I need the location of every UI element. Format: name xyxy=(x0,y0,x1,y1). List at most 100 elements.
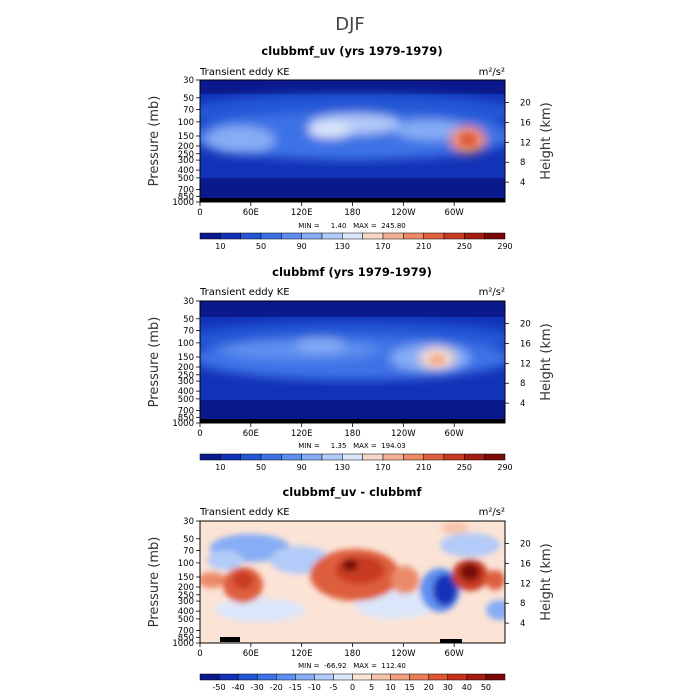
colorbar-label: 210 xyxy=(416,463,431,472)
y-tick-label: 700 xyxy=(178,186,194,196)
colorbar-swatch xyxy=(362,453,384,461)
colorbar-label: 10 xyxy=(215,463,225,472)
y-tick-label: 1000 xyxy=(172,639,194,649)
colorbar-label: 40 xyxy=(462,683,472,692)
colorbar-label: 50 xyxy=(481,683,491,692)
colorbar-label: 130 xyxy=(335,463,350,472)
y-tick-label: 50 xyxy=(183,315,194,325)
height-tick-label: 8 xyxy=(520,599,525,609)
colorbar-label: 290 xyxy=(497,242,512,251)
height-tick-label: 12 xyxy=(520,359,531,369)
colorbar-swatch xyxy=(390,673,410,681)
colorbar-swatch xyxy=(260,232,282,240)
y-tick-label: 500 xyxy=(178,395,194,405)
x-tick-label: 180 xyxy=(344,208,360,218)
colorbar-swatch xyxy=(485,673,506,681)
colorbar-swatch xyxy=(240,453,262,461)
y-tick-label: 150 xyxy=(178,132,194,142)
y-tick-label: 30 xyxy=(183,297,194,307)
height-tick-label: 4 xyxy=(520,178,525,188)
colorbar-label: -50 xyxy=(213,683,226,692)
y-tick-label: 30 xyxy=(183,517,194,527)
y-axis-label-right: Height (km) xyxy=(539,102,554,179)
colorbar-swatch xyxy=(237,673,258,681)
colorbar-swatch xyxy=(321,232,343,240)
x-tick-label: 0 xyxy=(197,429,202,439)
colorbar-label: 30 xyxy=(443,683,453,692)
panel-units: m²/s² xyxy=(479,287,505,298)
panel-clubbmf: clubbmf (yrs 1979-1979) Transient eddy K… xyxy=(147,265,554,472)
colorbar: 10 50 90 130 170 210 250 290 xyxy=(199,232,513,251)
y-tick-label: 700 xyxy=(178,407,194,417)
colorbar-label: -5 xyxy=(329,683,337,692)
y-tick-label: 100 xyxy=(178,339,194,349)
y-tick-label: 400 xyxy=(178,607,194,617)
panel-clubbmf-uv: clubbmf_uv (yrs 1979-1979) Transient edd… xyxy=(147,44,554,251)
y-tick-label: 850 xyxy=(178,633,194,643)
x-tick-label: 120E xyxy=(291,208,313,218)
heatmap-field xyxy=(200,80,505,202)
colorbar-swatch xyxy=(199,673,220,681)
height-tick-label: 16 xyxy=(520,559,531,569)
y-tick-label: 70 xyxy=(183,326,194,336)
colorbar-swatch xyxy=(218,673,239,681)
y-tick-label: 200 xyxy=(178,583,194,593)
x-tick-label: 180 xyxy=(344,429,360,439)
x-tick-label: 0 xyxy=(197,649,202,659)
colorbar-swatch xyxy=(403,232,424,240)
panel-left-label: Transient eddy KE xyxy=(199,507,290,518)
y-tick-label: 200 xyxy=(178,142,194,152)
colorbar-label: 210 xyxy=(416,242,431,251)
colorbar-swatch xyxy=(220,232,241,240)
panel-title: clubbmf_uv (yrs 1979-1979) xyxy=(261,44,442,59)
colorbar-swatch xyxy=(342,453,363,461)
x-tick-labels: 0 60E 120E 180 120W 60W xyxy=(197,423,464,439)
colorbar-swatch xyxy=(256,673,277,681)
colorbar-swatch xyxy=(199,232,221,240)
colorbar-label: 15 xyxy=(405,683,415,692)
colorbar-label: 130 xyxy=(335,242,350,251)
height-tick-label: 8 xyxy=(520,379,525,389)
colorbar-label: 10 xyxy=(215,242,225,251)
x-tick-label: 60W xyxy=(445,429,465,439)
x-tick-label: 180 xyxy=(344,649,360,659)
y-tick-label: 200 xyxy=(178,363,194,373)
x-tick-label: 120E xyxy=(291,429,313,439)
colorbar-swatch xyxy=(447,673,468,681)
height-tick-label: 8 xyxy=(520,158,525,168)
colorbar-swatch xyxy=(281,232,302,240)
x-tick-label: 60E xyxy=(243,208,259,218)
height-tick-label: 16 xyxy=(520,339,531,349)
colorbar-label: 250 xyxy=(457,242,472,251)
y-tick-label: 70 xyxy=(183,105,194,115)
x-tick-labels: 0 60E 120E 180 120W 60W xyxy=(197,643,464,659)
colorbar-swatch xyxy=(464,232,485,240)
y-tick-label: 30 xyxy=(183,76,194,86)
y-axis-label: Pressure (mb) xyxy=(147,317,162,408)
colorbar: -50 -40 -30 -20 -15 -10 -5 0 5 10 15 20 30 40 50 xyxy=(199,673,506,692)
colorbar-swatch xyxy=(371,673,391,681)
stats-label: MIN = 1.35 MAX = 194.03 xyxy=(298,442,405,450)
colorbar-swatch xyxy=(443,453,465,461)
colorbar-swatch xyxy=(276,673,296,681)
colorbar-swatch xyxy=(403,453,424,461)
x-tick-label: 120W xyxy=(391,208,416,218)
y-axis-label-right: Height (km) xyxy=(539,323,554,400)
height-tick-label: 12 xyxy=(520,579,531,589)
colorbar-swatch xyxy=(199,453,221,461)
panel-units: m²/s² xyxy=(479,67,505,78)
y-tick-label: 1000 xyxy=(172,419,194,429)
colorbar-swatch xyxy=(301,232,323,240)
height-tick-label: 20 xyxy=(520,99,531,109)
colorbar-swatch xyxy=(352,673,372,681)
stats-label: MIN = 1.40 MAX = 245.80 xyxy=(298,222,405,230)
colorbar-label: 90 xyxy=(297,242,307,251)
colorbar-label: 290 xyxy=(497,463,512,472)
x-tick-label: 60W xyxy=(445,208,465,218)
colorbar-label: 250 xyxy=(457,463,472,472)
y-tick-label: 400 xyxy=(178,387,194,397)
colorbar-swatch xyxy=(464,453,485,461)
height-tick-labels: 20 16 12 8 4 xyxy=(505,540,531,629)
